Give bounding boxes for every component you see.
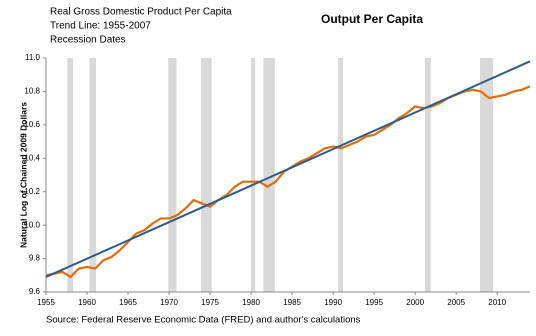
recession-band (201, 58, 212, 292)
x-tick-label: 2005 (447, 298, 465, 307)
x-tick-label: 1965 (119, 298, 137, 307)
recession-band (263, 58, 275, 292)
y-axis-label: Natural Log of Chained 2009 Dollars (18, 102, 28, 248)
recession-band (251, 58, 256, 292)
y-tick-label: 10.2 (24, 187, 40, 196)
recession-band (338, 58, 343, 292)
recession-band (89, 58, 97, 292)
x-tick-label: 1960 (78, 298, 96, 307)
legend-entry: Real Gross Domestic Product Per Capita (50, 7, 232, 18)
recession-band (168, 58, 177, 292)
x-tick-label: 2000 (406, 298, 424, 307)
recession-band (67, 58, 74, 292)
y-tick-label: 10.0 (24, 220, 40, 229)
recession-band (479, 58, 494, 292)
x-tick-label: 1990 (324, 298, 342, 307)
y-tick-label: 9.6 (29, 287, 41, 296)
x-tick-label: 1975 (201, 298, 219, 307)
x-tick-label: 1955 (37, 298, 55, 307)
legend-entry: Trend Line: 1955-2007 (50, 21, 151, 32)
y-tick-label: 10.8 (24, 87, 40, 96)
series-line (45, 85, 531, 279)
series-line (45, 60, 531, 278)
legend-entry: Recession Dates (50, 35, 126, 46)
chart-title: Output Per Capita (321, 12, 423, 26)
x-tick-label: 1995 (365, 298, 383, 307)
x-tick-label: 2010 (488, 298, 506, 307)
x-tick-label: 1980 (242, 298, 260, 307)
y-tick-label: 10.4 (24, 153, 40, 162)
source-note: Source: Federal Reserve Economic Data (F… (46, 315, 361, 326)
y-tick-label: 11.0 (25, 53, 41, 62)
y-tick-label: 10.6 (24, 120, 40, 129)
y-tick-label: 9.8 (29, 254, 41, 263)
x-tick-label: 1985 (283, 298, 301, 307)
x-tick-label: 1970 (160, 298, 178, 307)
recession-band (424, 58, 431, 292)
